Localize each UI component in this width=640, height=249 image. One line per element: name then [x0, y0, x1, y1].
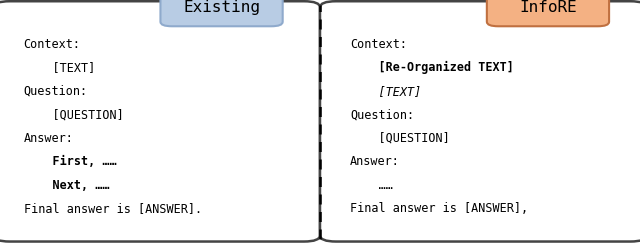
- Text: Existing: Existing: [183, 0, 260, 15]
- Text: Context:: Context:: [350, 38, 407, 51]
- FancyBboxPatch shape: [487, 0, 609, 26]
- Text: [Re-Organized TEXT]: [Re-Organized TEXT]: [350, 61, 514, 74]
- FancyBboxPatch shape: [161, 0, 283, 26]
- Text: First, ……: First, ……: [24, 155, 116, 168]
- Text: Answer:: Answer:: [24, 132, 74, 145]
- FancyBboxPatch shape: [169, 3, 275, 12]
- Text: InfoRE: InfoRE: [519, 0, 577, 15]
- Text: [TEXT]: [TEXT]: [350, 85, 421, 98]
- Text: Next, ……: Next, ……: [24, 179, 109, 192]
- Text: [TEXT]: [TEXT]: [24, 61, 95, 74]
- Text: Final answer is [ANSWER],: Final answer is [ANSWER],: [350, 202, 528, 215]
- Text: [QUESTION]: [QUESTION]: [350, 132, 450, 145]
- FancyBboxPatch shape: [0, 1, 320, 242]
- Text: ……: ……: [350, 179, 393, 192]
- Text: Question:: Question:: [350, 108, 414, 121]
- Text: Question:: Question:: [24, 85, 88, 98]
- Text: Final answer is [ANSWER].: Final answer is [ANSWER].: [24, 202, 202, 215]
- FancyBboxPatch shape: [320, 1, 640, 242]
- FancyBboxPatch shape: [495, 3, 601, 12]
- Text: Context:: Context:: [24, 38, 81, 51]
- Text: [QUESTION]: [QUESTION]: [24, 108, 124, 121]
- Text: Answer:: Answer:: [350, 155, 400, 168]
